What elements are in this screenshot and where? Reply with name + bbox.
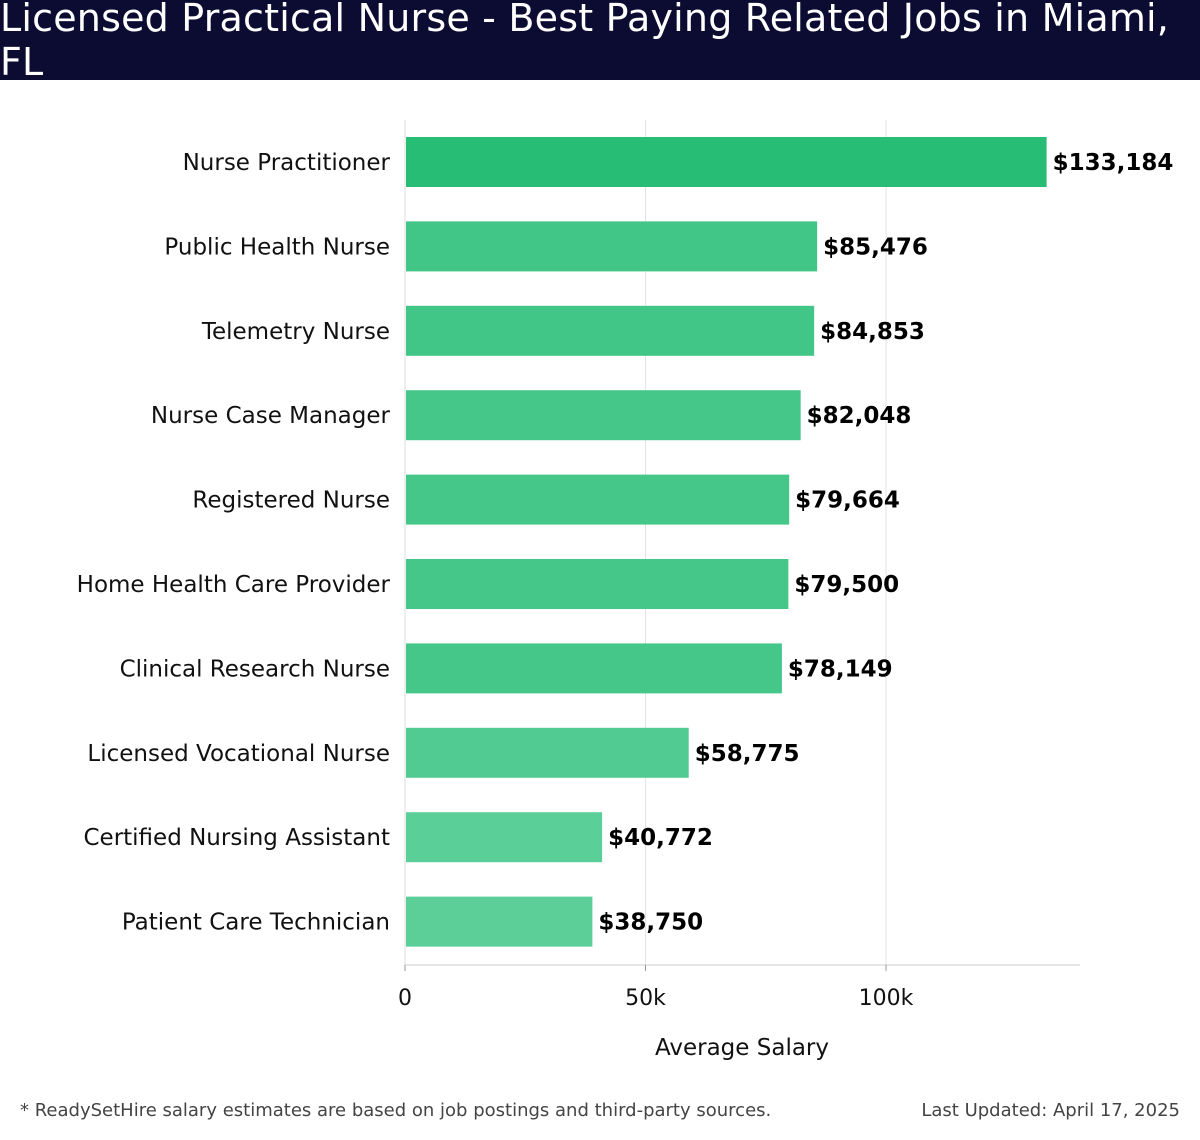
category-label: Clinical Research Nurse (120, 656, 390, 682)
data-label: $82,048 (807, 403, 912, 429)
data-label: $79,500 (794, 572, 899, 598)
category-label: Public Health Nurse (164, 234, 390, 260)
category-label: Licensed Vocational Nurse (87, 741, 390, 767)
chart-title: Licensed Practical Nurse - Best Paying R… (0, 0, 1200, 84)
data-label: $84,853 (820, 319, 925, 345)
x-axis-label: Average Salary (655, 1035, 829, 1061)
data-label: $85,476 (823, 234, 928, 260)
bar (406, 221, 818, 272)
data-label: $40,772 (608, 825, 713, 851)
bar (406, 474, 790, 525)
footer-note: * ReadySetHire salary estimates are base… (20, 1100, 772, 1121)
salary-bar-chart: Nurse Practitioner $133,184 Public Health … (77, 120, 1174, 1061)
category-label: Patient Care Technician (122, 910, 390, 936)
category-label: Telemetry Nurse (201, 319, 390, 345)
category-label: Nurse Case Manager (151, 403, 391, 429)
x-tick-label: 100k (859, 986, 914, 1011)
data-label: $133,184 (1053, 150, 1174, 176)
data-label: $78,149 (788, 656, 893, 682)
bar (406, 643, 782, 694)
bar (406, 390, 801, 441)
category-label: Nurse Practitioner (183, 150, 391, 176)
last-updated: Last Updated: April 17, 2025 (921, 1100, 1180, 1121)
bar (406, 727, 689, 778)
data-label: $79,664 (795, 488, 900, 514)
category-label: Home Health Care Provider (77, 572, 391, 598)
category-label: Certified Nursing Assistant (83, 825, 390, 851)
data-label: $58,775 (695, 741, 800, 767)
bar (406, 137, 1047, 187)
bar (406, 896, 593, 947)
bar (406, 559, 789, 609)
category-label: Registered Nurse (192, 488, 390, 514)
x-tick-label: 50k (625, 986, 666, 1011)
bar (406, 305, 815, 356)
bar (406, 812, 603, 863)
data-label: $38,750 (598, 910, 703, 936)
x-tick-label: 0 (398, 986, 412, 1011)
